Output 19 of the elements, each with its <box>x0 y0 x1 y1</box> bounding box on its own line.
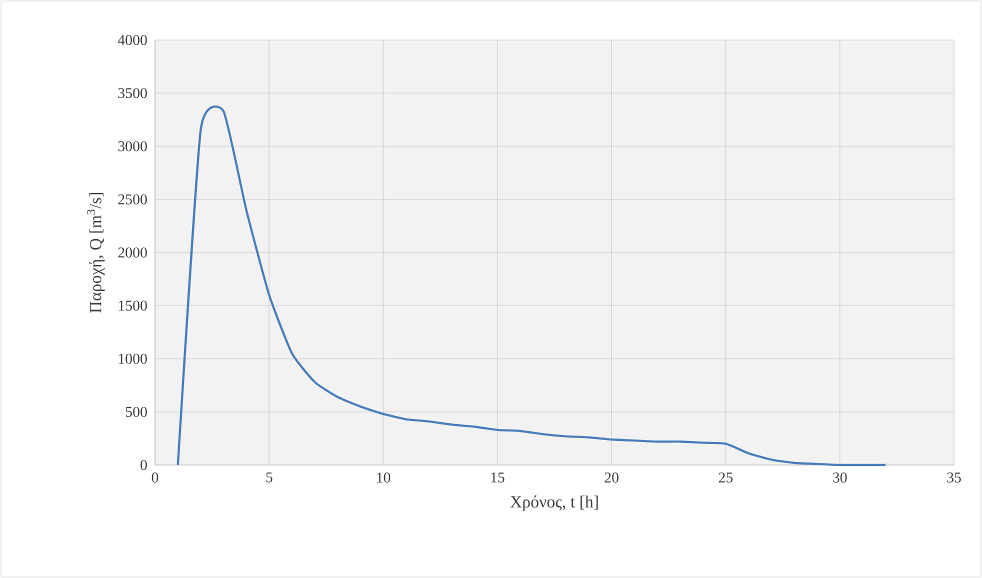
y-tick-label: 2500 <box>118 194 147 204</box>
x-tick-label: 0 <box>152 472 158 483</box>
x-axis-title: Χρόνος, t [h] <box>510 495 598 511</box>
y-tick-label: 500 <box>126 406 147 417</box>
y-tick-label: 0 <box>140 460 147 470</box>
y-tick-label: 2000 <box>118 247 147 258</box>
x-tick-label: 35 <box>947 472 961 483</box>
x-tick-label: 20 <box>604 472 618 483</box>
y-tick-label: 3000 <box>118 141 147 152</box>
y-tick-label: 3500 <box>118 88 147 98</box>
y-tick-label: 1000 <box>118 354 147 364</box>
y-tick-label: 1500 <box>118 300 147 311</box>
y-axis-title: Παροχή, Q [m$^{3}$/s] <box>87 192 105 313</box>
x-tick-label: 15 <box>491 472 504 483</box>
y-tick-label: 4000 <box>118 34 147 46</box>
x-tick-label: 5 <box>266 472 272 482</box>
x-tick-label: 25 <box>718 472 733 483</box>
x-tick-label: 30 <box>833 472 847 483</box>
x-tick-label: 10 <box>377 472 390 483</box>
